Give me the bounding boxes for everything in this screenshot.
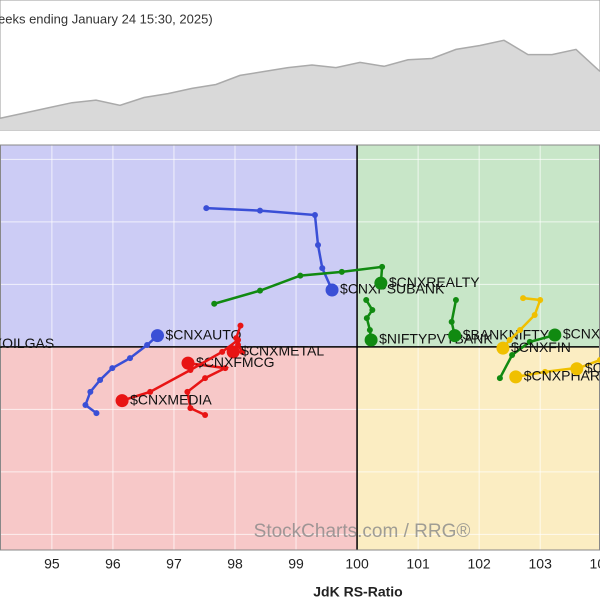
tail-point <box>363 297 370 303</box>
tail-point <box>506 337 513 343</box>
series-label: $CNXFIN <box>511 339 571 355</box>
head-point <box>181 356 195 370</box>
watermark: StockCharts.com / RRG® <box>254 521 471 542</box>
tail-point <box>366 327 373 333</box>
tail-point <box>597 357 600 363</box>
tail-point <box>379 263 386 270</box>
price-line <box>0 39 600 120</box>
tail-point <box>297 272 304 279</box>
tail-point <box>97 377 104 383</box>
quadrant <box>0 346 358 550</box>
series-label: $NIFTYPVTBANK <box>379 331 493 347</box>
tail-point <box>542 368 549 375</box>
series-label: $BANKNIFTY <box>463 326 550 342</box>
x-tick-label: 101 <box>406 556 430 572</box>
tail-point <box>315 242 322 248</box>
tail-point <box>496 375 503 382</box>
x-tick-label: 97 <box>166 556 182 572</box>
x-tick-label: 103 <box>529 556 553 572</box>
tail-point <box>509 352 516 358</box>
head-point <box>496 341 510 355</box>
series-label: $CNXFMCG <box>196 354 275 370</box>
tail-point <box>363 315 370 322</box>
series-label: $CNXMEDIA <box>130 391 212 407</box>
x-axis-label: JdK RS-Ratio <box>313 584 402 600</box>
head-point <box>325 283 339 297</box>
series-label: XOILGAS <box>0 335 54 351</box>
quadrant <box>357 145 600 347</box>
tail-point <box>144 342 151 348</box>
tail-point <box>109 365 116 372</box>
price-area <box>0 40 600 130</box>
tail-point <box>319 265 326 272</box>
tail-line <box>206 206 334 291</box>
head-point <box>448 329 462 343</box>
tail-point <box>338 268 345 275</box>
head-point <box>548 328 562 342</box>
head-point <box>226 345 240 359</box>
tail-point <box>202 375 209 382</box>
series-label: $CNXPSUBANK <box>340 281 445 297</box>
tail-point <box>93 410 100 417</box>
series-label: $CNXAUTO <box>165 326 241 342</box>
x-tick-label: 102 <box>467 556 491 572</box>
tail-point <box>187 405 194 412</box>
tail-point <box>87 388 94 395</box>
tail-point <box>369 307 376 313</box>
tail-point <box>537 297 544 303</box>
tail-point <box>452 297 459 303</box>
head-point <box>570 362 584 376</box>
tail-point <box>222 365 229 372</box>
tail-point <box>235 337 242 343</box>
tail-point <box>127 355 134 362</box>
series-label: $CNXREALTY <box>389 274 480 290</box>
series-label: $CNXMETAL <box>241 343 324 359</box>
tail-point <box>147 388 154 395</box>
tail-point <box>237 322 244 329</box>
tail-point <box>257 287 264 294</box>
tail-point <box>187 367 194 373</box>
x-tick-label: 99 <box>288 556 304 572</box>
head-point <box>509 370 523 384</box>
quadrant <box>0 145 358 347</box>
tail-point <box>526 338 533 345</box>
tail-point <box>448 318 455 325</box>
tail-point <box>239 348 246 355</box>
head-point <box>374 276 388 290</box>
tail-point <box>203 205 210 212</box>
series-label: $C <box>585 359 600 375</box>
tail-point <box>219 348 226 355</box>
tail-point <box>531 312 538 318</box>
x-tick-label: 98 <box>227 556 243 572</box>
x-tick-label: 95 <box>44 556 60 572</box>
head-point <box>150 329 164 343</box>
tail-point <box>311 212 318 218</box>
x-tick-label: 100 <box>345 556 369 572</box>
x-tick-label: 104 <box>590 556 600 572</box>
panel-title: eeks ending January 24 15:30, 2025) <box>0 11 213 26</box>
tail-point <box>257 207 264 214</box>
tail-point <box>202 412 209 418</box>
series-layer: $CNXPSUBANK$CNXREALTY $CNXAUTO $NIFTYPVTBA… <box>0 205 600 418</box>
quadrant <box>357 346 600 550</box>
tail-point <box>517 327 524 333</box>
tail-point <box>82 402 89 408</box>
head-point <box>115 394 129 408</box>
series-label: $CNX <box>563 326 600 342</box>
tail-point <box>520 295 527 302</box>
tail-point <box>211 300 218 307</box>
x-tick-label: 96 <box>105 556 121 572</box>
tail-line <box>498 333 556 379</box>
head-point <box>364 333 378 347</box>
tail-point <box>184 388 191 395</box>
